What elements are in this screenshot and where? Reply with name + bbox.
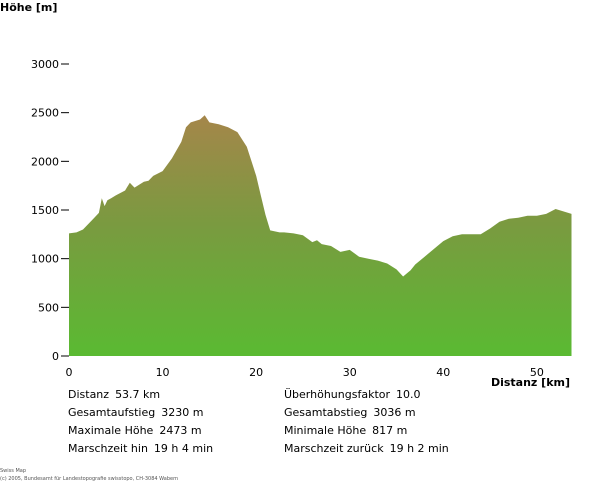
- y-tick-label: 500: [38, 301, 59, 314]
- credit-line-2: (c) 2005, Bundesamt für Landestopografie…: [0, 476, 179, 482]
- x-tick-label: 50: [530, 366, 544, 379]
- stat-time-forward: Marschzeit hin 19 h 4 min: [68, 440, 213, 458]
- stat-exaggeration-value: 10.0: [396, 388, 421, 401]
- stat-max-height: Maximale Höhe 2473 m: [68, 422, 202, 440]
- stat-ascent-label: Gesamtaufstieg: [68, 406, 156, 419]
- stat-exaggeration-label: Überhöhungsfaktor: [284, 388, 391, 401]
- x-tick-label: 30: [343, 366, 357, 379]
- stat-distance-value: 53.7 km: [115, 388, 161, 401]
- stat-ascent-value: 3230 m: [161, 406, 204, 419]
- y-tick-label: 3000: [31, 58, 59, 71]
- stat-time-forward-value: 19 h 4 min: [153, 442, 214, 455]
- stat-time-back-value: 19 h 2 min: [389, 442, 449, 455]
- stat-descent: Gesamtabstieg 3036 m: [284, 404, 416, 422]
- x-tick-label: 10: [156, 366, 170, 379]
- x-axis: 0 10 20 30 40 50: [66, 366, 544, 379]
- stat-time-back-label: Marschzeit zurück: [284, 442, 384, 455]
- y-tick-label: 1500: [31, 204, 59, 217]
- stat-exaggeration: Überhöhungsfaktor 10.0: [284, 386, 421, 404]
- x-tick-label: 0: [66, 366, 73, 379]
- stat-max-height-label: Maximale Höhe: [68, 424, 154, 437]
- stat-min-height-label: Minimale Höhe: [284, 424, 367, 437]
- stat-time-back: Marschzeit zurück 19 h 2 min: [284, 440, 449, 458]
- y-tick-label: 2500: [31, 107, 59, 120]
- y-axis-title: Höhe [m]: [0, 1, 57, 14]
- x-axis-title: Distanz [km]: [491, 376, 570, 389]
- stat-time-forward-label: Marschzeit hin: [68, 442, 148, 455]
- stat-max-height-value: 2473 m: [159, 424, 202, 437]
- y-tick-label: 0: [52, 350, 59, 363]
- elevation-area: [69, 115, 572, 356]
- stat-ascent: Gesamtaufstieg 3230 m: [68, 404, 203, 422]
- stat-distance: Distanz 53.7 km: [68, 386, 160, 404]
- y-tick-label: 2000: [31, 155, 59, 168]
- stat-min-height: Minimale Höhe 817 m: [284, 422, 407, 440]
- y-tick-label: 1000: [31, 253, 59, 266]
- credit-line-1: Swiss Map: [0, 468, 27, 474]
- y-axis: 0 500 1000 1500 2000 2500 3000: [31, 58, 69, 363]
- stat-descent-value: 3036 m: [373, 406, 416, 419]
- x-tick-label: 20: [249, 366, 263, 379]
- stat-distance-label: Distanz: [68, 388, 110, 401]
- x-tick-label: 40: [436, 366, 450, 379]
- stat-min-height-value: 817 m: [372, 424, 408, 437]
- stat-descent-label: Gesamtabstieg: [284, 406, 368, 419]
